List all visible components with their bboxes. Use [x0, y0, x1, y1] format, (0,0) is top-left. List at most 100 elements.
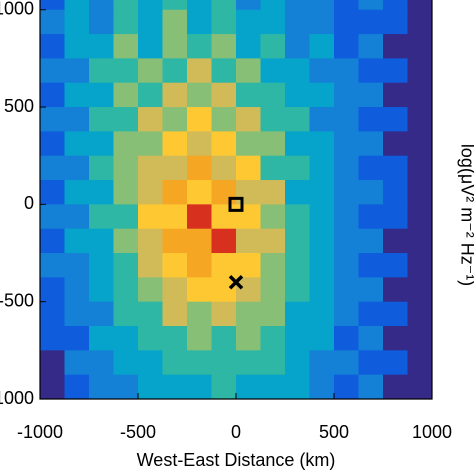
heatmap	[40, 0, 432, 399]
heatmap-cell	[285, 82, 310, 108]
heatmap-cell	[383, 131, 408, 157]
heatmap-cell	[187, 34, 212, 59]
heatmap-cell	[89, 155, 114, 181]
heatmap-cell	[113, 180, 139, 205]
heatmap-cell	[383, 326, 408, 351]
heatmap-cell	[187, 9, 212, 35]
heatmap-cell	[138, 253, 163, 278]
heatmap-cell	[89, 326, 114, 351]
heatmap-cell	[285, 131, 310, 157]
heatmap-cell	[407, 131, 432, 157]
heatmap-cell	[138, 204, 163, 230]
heatmap-cell	[236, 301, 261, 327]
heatmap-cell	[407, 277, 432, 303]
heatmap-cell	[236, 253, 261, 278]
heatmap-cell	[260, 180, 286, 205]
heatmap-cell	[162, 58, 188, 84]
heatmap-cell	[309, 58, 335, 84]
heatmap-cell	[40, 34, 65, 59]
heatmap-cell	[309, 301, 335, 327]
heatmap-cell	[64, 82, 90, 108]
heatmap-cell	[64, 277, 90, 303]
heatmap-cell	[162, 277, 188, 303]
heatmap-cell	[260, 253, 286, 278]
heatmap-cell	[260, 228, 286, 254]
x-tick-label: 500	[319, 422, 349, 442]
heatmap-cell	[383, 374, 408, 399]
heatmap-cell	[358, 301, 384, 327]
heatmap-cell	[383, 277, 408, 303]
heatmap-cell	[113, 253, 139, 278]
heatmap-cell	[407, 107, 432, 132]
heatmap-cell	[309, 107, 335, 132]
heatmap-cell	[260, 277, 286, 303]
heatmap-cell	[285, 228, 310, 254]
heatmap-cell	[40, 180, 65, 205]
heatmap-cell	[211, 228, 237, 254]
y-tick-label: 0	[24, 193, 34, 213]
heatmap-cell	[383, 350, 408, 376]
heatmap-cell	[358, 155, 384, 181]
heatmap-cell	[358, 9, 384, 35]
heatmap-cell	[334, 58, 359, 84]
heatmap-cell	[309, 82, 335, 108]
y-tick-label: 500	[4, 96, 34, 116]
heatmap-cell	[113, 155, 139, 181]
heatmap-cell	[40, 301, 65, 327]
heatmap-cell	[113, 326, 139, 351]
heatmap-cell	[89, 131, 114, 157]
heatmap-cell	[64, 58, 90, 84]
heatmap-cell	[89, 301, 114, 327]
heatmap-cell	[309, 180, 335, 205]
heatmap-cell	[383, 0, 408, 11]
heatmap-cell	[285, 180, 310, 205]
heatmap-cell	[334, 131, 359, 157]
heatmap-cell	[383, 34, 408, 59]
heatmap-cell	[309, 9, 335, 35]
x-tick-label: 0	[231, 422, 241, 442]
heatmap-cell	[40, 326, 65, 351]
heatmap-cell	[162, 350, 188, 376]
heatmap-cell	[334, 82, 359, 108]
heatmap-cell	[383, 228, 408, 254]
x-tick-label: 1000	[412, 422, 452, 442]
heatmap-cell	[64, 374, 90, 399]
heatmap-cell	[236, 155, 261, 181]
heatmap-cell	[407, 58, 432, 84]
heatmap-cell	[187, 131, 212, 157]
heatmap-cell	[309, 34, 335, 59]
heatmap-cell	[309, 228, 335, 254]
heatmap-cell	[113, 34, 139, 59]
heatmap-cell	[260, 0, 286, 11]
heatmap-cell	[113, 107, 139, 132]
heatmap-cell	[260, 301, 286, 327]
heatmap-cell	[285, 204, 310, 230]
heatmap-cell	[64, 0, 90, 11]
heatmap-cell	[89, 350, 114, 376]
heatmap-cell	[162, 253, 188, 278]
heatmap-cell	[407, 326, 432, 351]
heatmap-cell	[309, 326, 335, 351]
y-tick-label: -1000	[0, 388, 34, 408]
heatmap-cell	[383, 9, 408, 35]
heatmap-cell	[383, 253, 408, 278]
heatmap-cell	[236, 0, 261, 11]
heatmap-cell	[89, 82, 114, 108]
heatmap-cell	[236, 326, 261, 351]
heatmap-cell	[138, 0, 163, 11]
heatmap-cell	[138, 131, 163, 157]
heatmap-cell	[138, 34, 163, 59]
heatmap-cell	[138, 350, 163, 376]
heatmap-cell	[187, 82, 212, 108]
heatmap-cell	[334, 204, 359, 230]
heatmap-cell	[211, 9, 237, 35]
heatmap-cell	[236, 204, 261, 230]
heatmap-cell	[89, 228, 114, 254]
heatmap-cell	[162, 326, 188, 351]
x-tick-label: -500	[120, 422, 156, 442]
heatmap-cell	[358, 228, 384, 254]
heatmap-cell	[138, 277, 163, 303]
heatmap-cell	[334, 374, 359, 399]
heatmap-cell	[187, 180, 212, 205]
heatmap-cell	[113, 374, 139, 399]
